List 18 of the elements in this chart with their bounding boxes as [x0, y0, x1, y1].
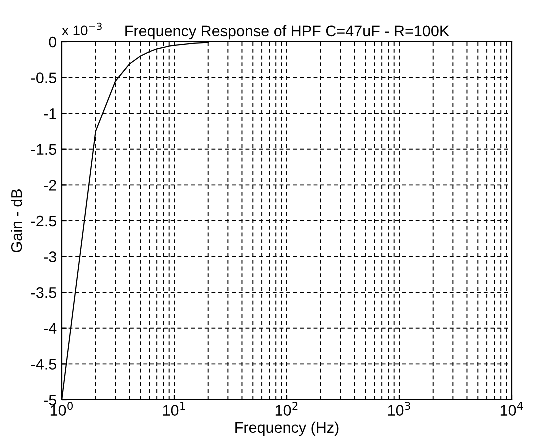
- y-tick-label: -3.5: [31, 287, 56, 298]
- y-tick-label: 0: [49, 36, 57, 48]
- text: x 10$^{−3}$: [62, 22, 102, 36]
- x-tick-label: 10$^{3}$: [388, 402, 410, 416]
- y-tick-label: -1: [44, 108, 56, 120]
- y-tick-label: -4: [44, 323, 57, 334]
- y-tick-label: -0.5: [31, 72, 56, 84]
- x-tick-label: 10$^{2}$: [276, 402, 298, 416]
- x-tick-label: 10$^{4}$: [500, 402, 524, 416]
- y-tick-label: -1.5: [31, 144, 56, 156]
- y-tick-label: -2: [44, 180, 56, 191]
- x-tick-label: 10$^{1}$: [163, 402, 186, 416]
- y-tick-label: -2.5: [31, 216, 56, 227]
- y-tick-label: -3: [44, 252, 56, 262]
- y-tick-label: -4.5: [31, 359, 56, 370]
- y-axis-title: Gain - dB: [11, 190, 22, 252]
- chart-title: Frequency Response of HPF C=47uF - R=100K: [126, 25, 450, 40]
- x-axis-title: Frequency (Hz): [236, 422, 339, 436]
